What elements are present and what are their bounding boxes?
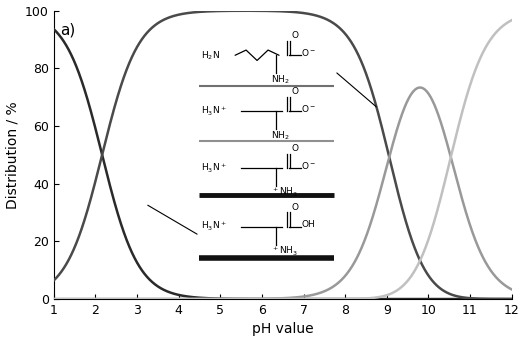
Text: a): a) [60, 22, 76, 37]
X-axis label: pH value: pH value [252, 323, 313, 337]
Y-axis label: Distribution / %: Distribution / % [6, 101, 19, 209]
